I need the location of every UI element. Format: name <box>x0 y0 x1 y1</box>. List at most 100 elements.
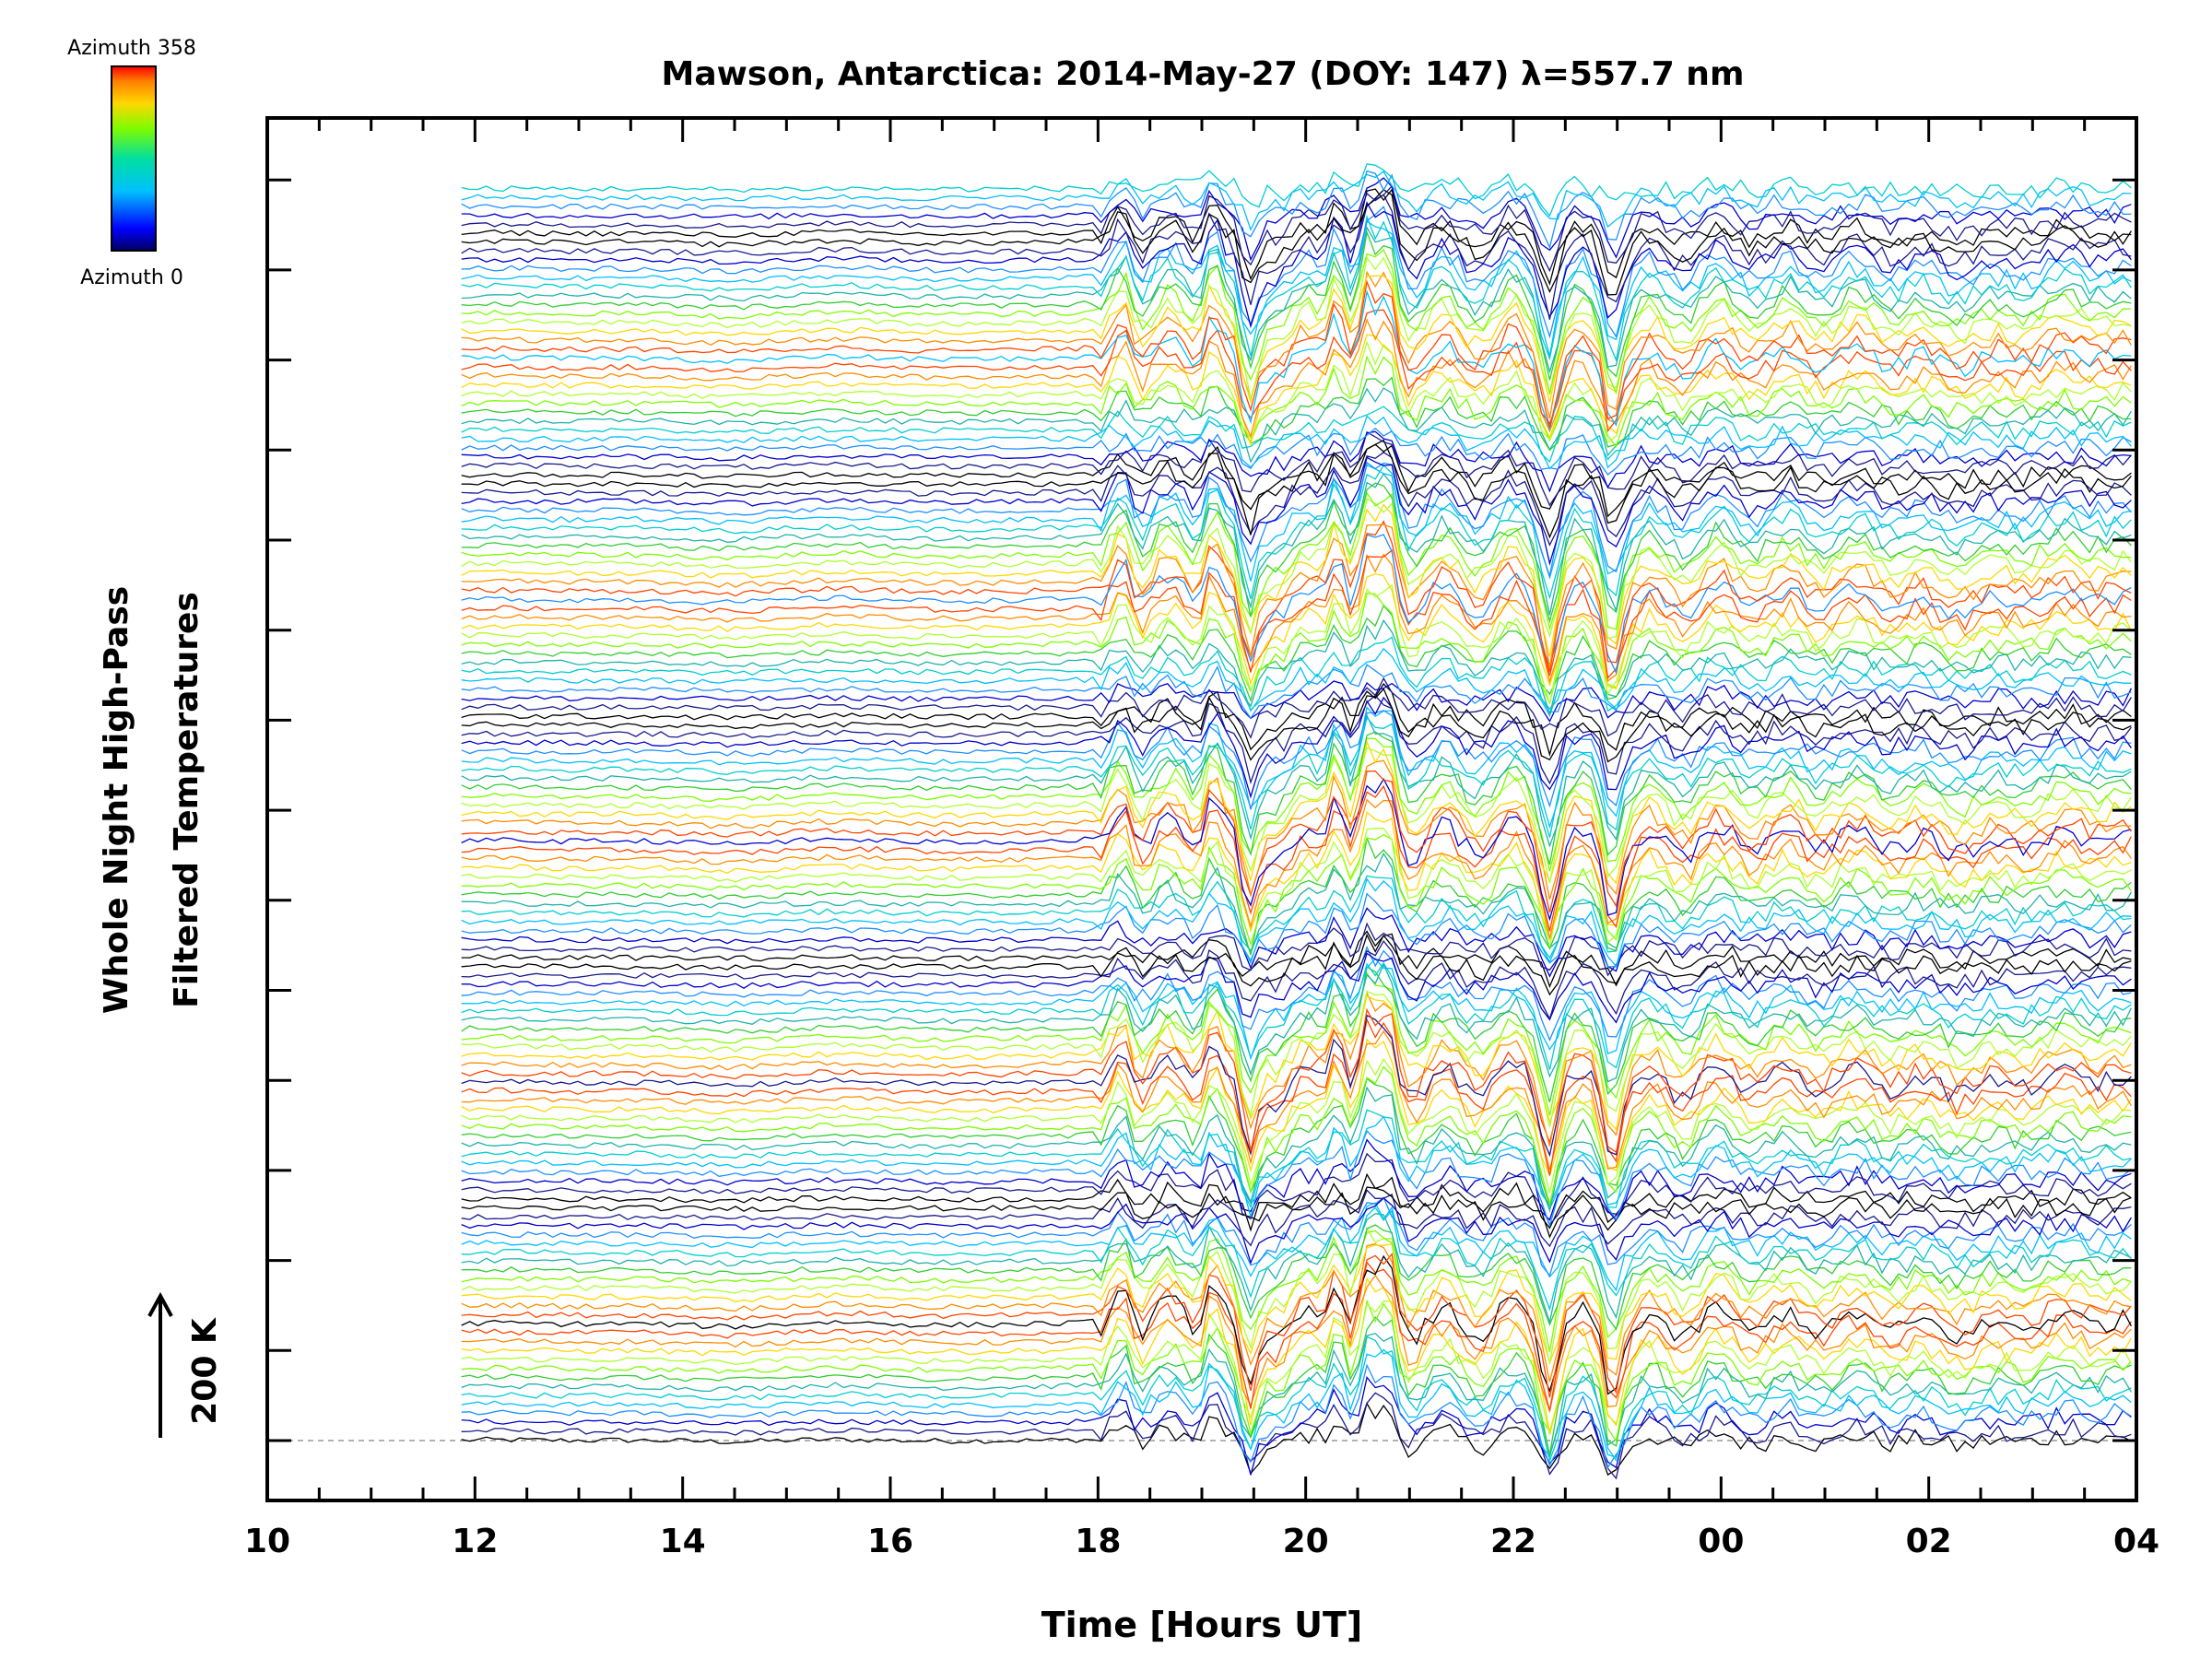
chart-title: Mawson, Antarctica: 2014-May-27 (DOY: 14… <box>662 55 1745 93</box>
series-line <box>461 828 2132 947</box>
series-line <box>461 1138 2132 1222</box>
series-line <box>461 1197 2132 1265</box>
series-line <box>461 1065 2132 1206</box>
series-line <box>461 1274 2132 1414</box>
series-line <box>461 680 2132 723</box>
series-line <box>461 498 2132 640</box>
series-line <box>461 994 2132 1131</box>
x-tick-label: 14 <box>660 1523 706 1560</box>
series-line <box>461 747 2132 884</box>
series-line <box>461 439 2132 539</box>
series-line <box>461 1018 2132 1176</box>
series-line <box>461 777 2132 922</box>
series-line <box>461 1196 2132 1277</box>
y-axis-label-line-1: Whole Night High-Pass <box>98 586 135 1014</box>
series-line <box>461 482 2132 624</box>
x-tick-label: 04 <box>2113 1523 2159 1560</box>
series-line <box>461 1152 2132 1227</box>
series-line <box>461 710 2132 810</box>
series-line <box>461 355 2132 448</box>
series-line <box>461 939 2132 1021</box>
series-line <box>461 696 2132 799</box>
series-line <box>461 1077 2132 1206</box>
series-line <box>461 583 2132 704</box>
colorbar <box>111 65 157 252</box>
series-line <box>461 229 2132 381</box>
series-line <box>461 289 2132 431</box>
series-line <box>461 694 2132 785</box>
series-line <box>461 1242 2132 1365</box>
x-tick-label: 16 <box>867 1523 913 1560</box>
series-line <box>461 1261 2132 1411</box>
series-line <box>461 713 2132 848</box>
series-line <box>461 473 2132 616</box>
series-line <box>461 1227 2132 1365</box>
series-group <box>461 163 2132 1480</box>
series-line <box>461 1030 2132 1171</box>
scale-arrow <box>147 1291 173 1438</box>
series-line <box>461 464 2132 582</box>
series-line <box>461 430 2132 507</box>
series-line <box>461 427 2132 476</box>
series-line <box>461 270 2132 419</box>
series-line <box>461 1115 2132 1218</box>
series-line <box>461 1172 2132 1232</box>
series-line <box>461 664 2132 720</box>
series-line <box>461 962 2132 1083</box>
x-tick-label: 12 <box>452 1523 498 1560</box>
series-line <box>461 991 2132 1147</box>
series-line <box>461 1402 2132 1477</box>
series-line <box>461 214 2132 363</box>
series-line <box>461 464 2132 600</box>
series-line <box>461 877 2132 968</box>
series-line <box>461 340 2132 444</box>
series-line <box>461 759 2132 900</box>
series-line <box>461 1058 2132 1194</box>
series-line <box>461 572 2132 690</box>
series-line <box>461 1230 2132 1352</box>
series-line <box>461 958 2132 1061</box>
series-line <box>461 907 2132 978</box>
series-line <box>461 952 2132 1024</box>
series-line <box>461 1007 2132 1154</box>
series-line <box>461 647 2132 718</box>
series-line <box>461 189 2132 296</box>
series-line <box>461 836 2132 956</box>
series-line <box>461 1253 2132 1398</box>
series-line <box>461 452 2132 547</box>
series-line <box>461 784 2132 932</box>
series-line <box>461 1086 2132 1213</box>
series-line <box>461 249 2132 395</box>
series-line <box>461 491 2132 631</box>
series-line <box>461 1300 2132 1436</box>
series-line <box>461 618 2132 718</box>
series-line <box>461 188 2132 286</box>
series-line <box>461 1213 2132 1325</box>
series-line <box>461 922 2132 977</box>
x-tick-labels: 10 12 14 16 18 20 22 00 02 04 <box>244 1523 2159 1560</box>
series-line <box>461 549 2132 679</box>
series-line <box>461 255 2132 400</box>
series-line <box>461 604 2132 703</box>
series-line <box>461 279 2132 429</box>
x-tick-label: 20 <box>1283 1523 1329 1560</box>
series-line <box>461 1202 2132 1292</box>
series-line <box>461 1348 2132 1458</box>
series-line <box>461 1206 2132 1312</box>
series-line <box>461 430 2132 493</box>
series-line <box>461 376 2132 452</box>
series-line <box>461 219 2132 357</box>
series-line <box>461 184 2132 273</box>
series-line <box>461 682 2132 758</box>
series-line <box>461 415 2132 470</box>
series-line <box>461 811 2132 942</box>
series-line <box>461 1333 2132 1456</box>
series-line <box>461 309 2132 433</box>
series-line <box>461 677 2132 739</box>
series-line <box>461 406 2132 464</box>
x-tick-label: 22 <box>1490 1523 1536 1560</box>
series-line <box>461 961 2132 1070</box>
series-line <box>461 201 2132 329</box>
series-line <box>461 1243 2132 1382</box>
